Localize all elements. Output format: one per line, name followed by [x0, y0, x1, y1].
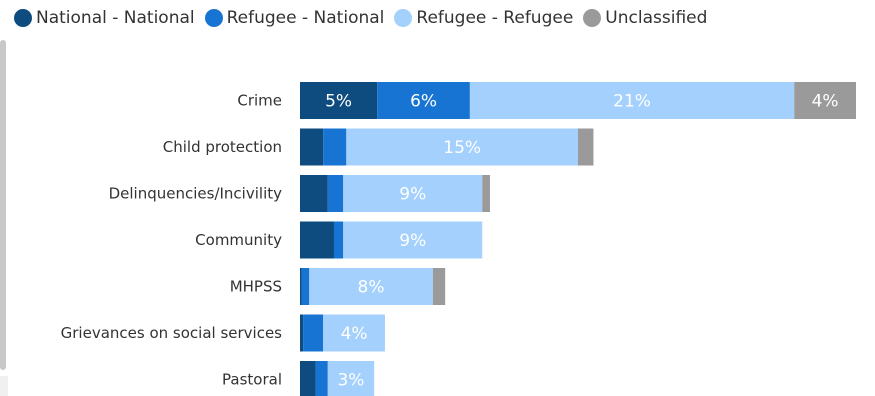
data-label: 9% — [399, 185, 426, 205]
bar-segment[interactable] — [315, 361, 328, 396]
legend-marker-unclassified — [583, 9, 602, 27]
bar-segment[interactable] — [377, 82, 470, 119]
bar-segment[interactable] — [301, 268, 310, 305]
legend-item-refugee-national[interactable]: Refugee - National — [204, 8, 385, 28]
legend-marker-national-national — [14, 9, 32, 27]
category-label: Delinquencies/Incivility — [109, 185, 283, 203]
bar-segment[interactable] — [432, 268, 446, 305]
data-label: 5% — [325, 92, 352, 112]
bar-segment[interactable] — [300, 221, 334, 259]
bar-segment[interactable] — [323, 128, 347, 166]
bar-segment[interactable] — [794, 82, 856, 119]
chart-legend: National - National Refugee - National R… — [14, 8, 707, 28]
bar-segment[interactable] — [300, 128, 324, 166]
legend-item-unclassified[interactable]: Unclassified — [583, 8, 707, 28]
bar-segment[interactable] — [303, 314, 324, 352]
bar-segment[interactable] — [482, 175, 490, 212]
category-label: Child protection — [163, 138, 282, 156]
bar-segment[interactable] — [343, 175, 483, 212]
legend-label: Refugee - Refugee — [416, 8, 574, 28]
scroll-rail[interactable] — [0, 40, 6, 370]
category-label: Grievances on social services — [61, 324, 283, 342]
data-label: 21% — [613, 92, 651, 112]
bar-segment[interactable] — [323, 314, 385, 352]
data-label: 9% — [399, 231, 426, 251]
bar-segment[interactable] — [300, 175, 328, 212]
bar-segment[interactable] — [327, 175, 344, 212]
category-label: Pastoral — [222, 371, 282, 389]
bar-segment[interactable] — [309, 268, 433, 305]
bar-segment[interactable] — [300, 361, 316, 396]
data-label: 8% — [358, 278, 385, 298]
legend-label: Unclassified — [605, 8, 708, 28]
legend-label: National - National — [36, 8, 195, 28]
legend-item-national-national[interactable]: National - National — [14, 8, 195, 28]
legend-marker-refugee-national — [204, 9, 223, 27]
scroll-rail-end — [0, 376, 8, 396]
data-label: 6% — [410, 92, 437, 112]
bar-segment[interactable] — [300, 268, 302, 305]
legend-item-refugee-refugee[interactable]: Refugee - Refugee — [394, 8, 573, 28]
data-label: 4% — [812, 92, 839, 112]
bar-segment[interactable] — [346, 128, 578, 166]
legend-label: Refugee - National — [226, 8, 385, 28]
category-label: Community — [195, 231, 282, 249]
category-label: MHPSS — [230, 278, 282, 296]
bar-segment[interactable] — [300, 314, 304, 352]
category-label: Crime — [237, 92, 282, 110]
data-label: 15% — [443, 138, 481, 158]
bar-segment[interactable] — [343, 221, 483, 259]
bar-segment[interactable] — [469, 82, 795, 119]
legend-marker-refugee-refugee — [394, 9, 413, 27]
data-label: 3% — [337, 371, 364, 391]
data-label: 4% — [341, 324, 368, 344]
bar-segment[interactable] — [327, 361, 375, 396]
bar-segment[interactable] — [333, 221, 344, 259]
bar-segment[interactable] — [578, 128, 594, 166]
bar-segment[interactable] — [300, 82, 378, 119]
